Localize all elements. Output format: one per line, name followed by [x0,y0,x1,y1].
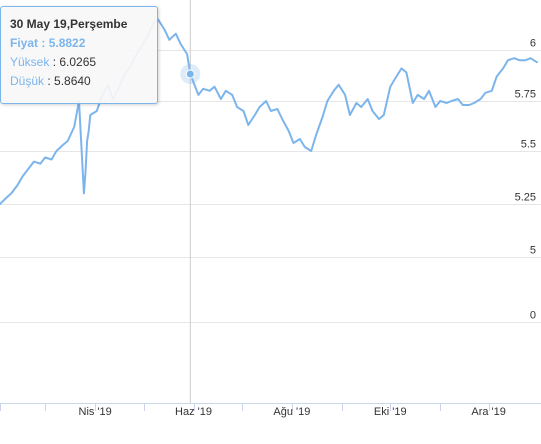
x-tick-label: Ağu '19 [273,406,310,418]
series-layer [0,0,538,403]
tooltip-price-value: 5.8822 [48,36,86,50]
x-tick-label: Nis '19 [79,406,112,418]
y-axis-labels: 6 5.75 5.5 5.25 5 0 [515,38,536,322]
y-tick-label: 0 [530,310,536,322]
tooltip-high-label: Yüksek [10,55,50,69]
tooltip-price-row: Fiyat : 5.8822 [10,34,148,53]
tooltip-price-label: Fiyat [10,36,39,50]
y-tick-label: 5 [530,245,536,257]
tooltip-low-value: 5.8640 [54,74,91,88]
x-tick-label: Haz '19 [175,406,212,418]
y-tick-label: 5.25 [515,192,536,204]
tooltip: 30 May 19,Perşembe Fiyat : 5.8822 Yüksek… [0,6,158,104]
tooltip-low-row: Düşük : 5.8640 [10,72,148,91]
tooltip-high-row: Yüksek : 6.0265 [10,53,148,72]
x-tick-label: Eki '19 [374,406,407,418]
tooltip-price-sep: : [38,36,49,50]
tooltip-title: 30 May 19,Perşembe [10,17,128,31]
x-axis-labels: Nis '19 Haz '19 Ağu '19 Eki '19 Ara '19 [79,406,506,418]
tooltip-high-value: 6.0265 [59,55,97,69]
tooltip-low-label: Düşük [10,74,45,88]
y-tick-label: 5.75 [515,89,536,101]
tooltip-high-sep: : [49,55,60,69]
series-line [0,18,538,205]
x-tick-label: Ara '19 [471,406,506,418]
tooltip-low-sep: : [44,74,55,88]
y-tick-label: 6 [530,38,536,50]
x-axis-ticks [0,403,490,411]
y-tick-label: 5.5 [521,139,536,151]
highlight-point [185,69,195,79]
